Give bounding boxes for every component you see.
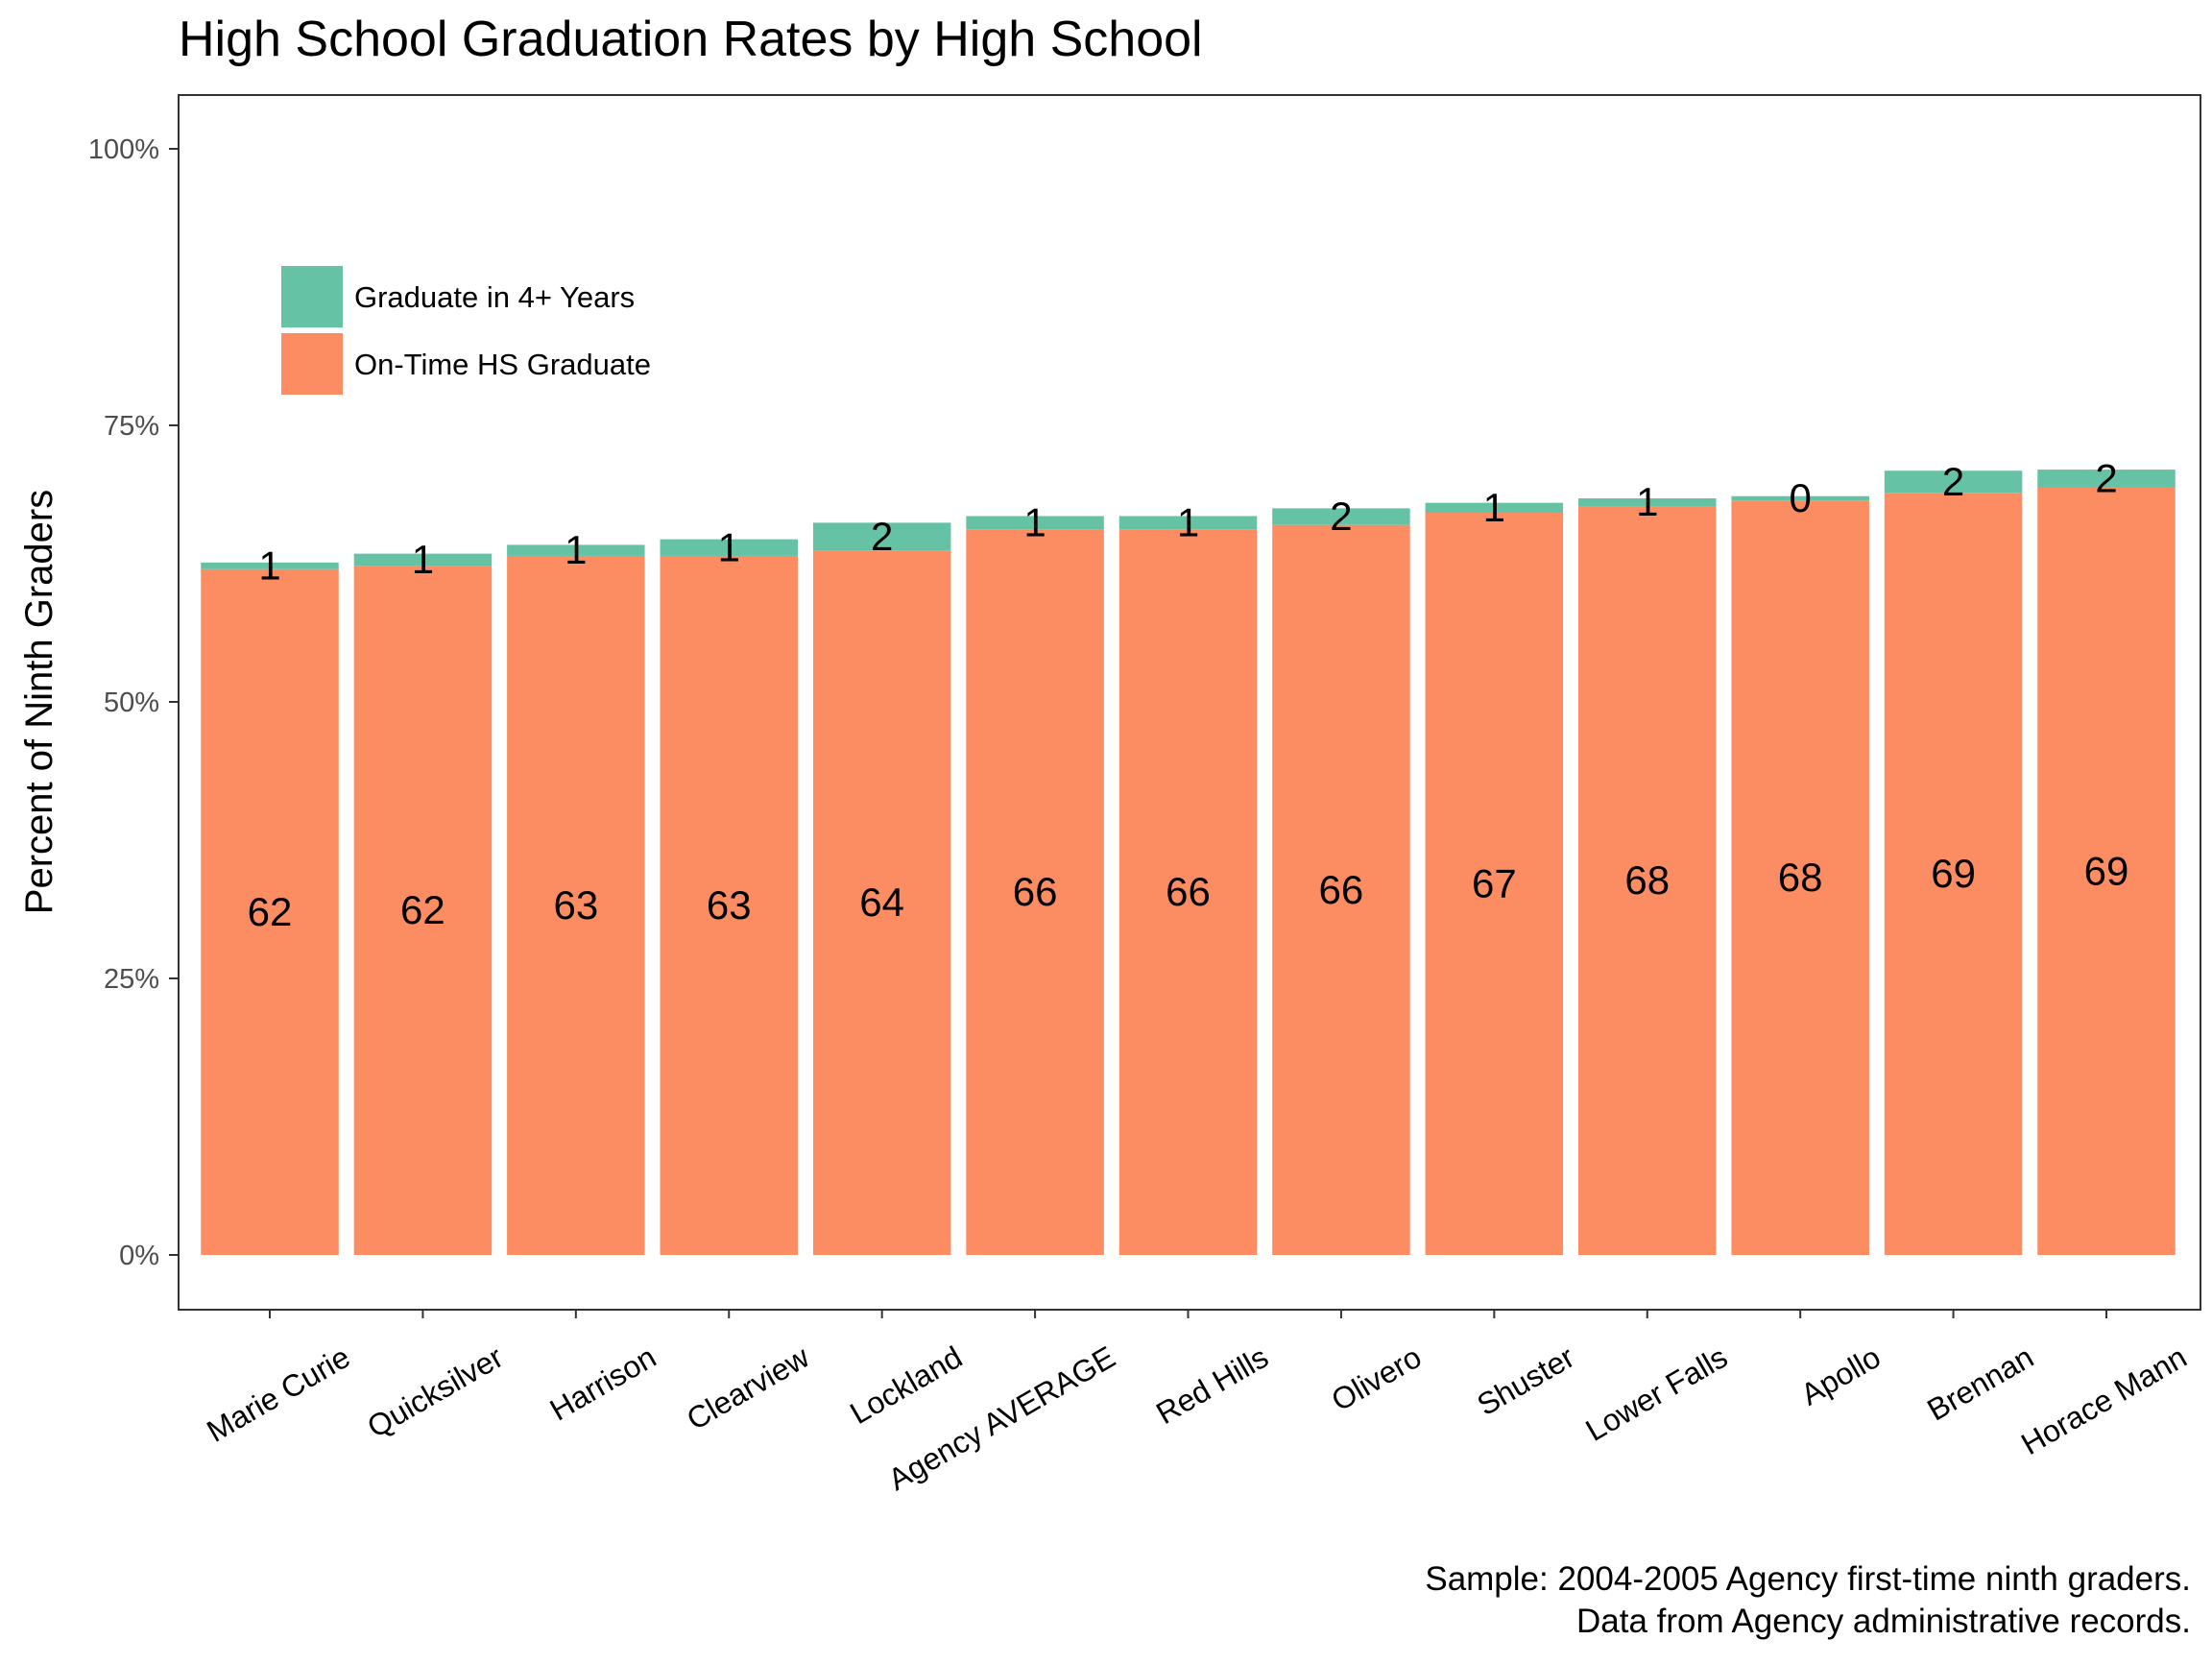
bar-on-time-lockland xyxy=(812,550,951,1255)
legend-label-on-time-hs-graduate: On-Time HS Graduate xyxy=(354,348,651,381)
data-label-4plus-years-horace-mann: 2 xyxy=(2095,455,2117,500)
data-label-4plus-years-brennan: 2 xyxy=(1942,459,1964,504)
caption-line-1: Sample: 2004-2005 Agency first-time nint… xyxy=(1425,1560,2191,1598)
x-tick-label-shuster: Shuster xyxy=(1471,1339,1580,1422)
x-tick-label-horace-mann: Horace Mann xyxy=(2015,1339,2192,1461)
y-tick-label-100: 100% xyxy=(88,134,159,165)
bar-4plus-years-harrison xyxy=(507,544,645,556)
bar-4plus-years-olivero xyxy=(1272,508,1410,525)
data-label-4plus-years-clearview: 1 xyxy=(718,524,740,569)
data-label-on-time-clearview: 63 xyxy=(707,882,752,928)
caption: Sample: 2004-2005 Agency first-time nint… xyxy=(1425,1560,2191,1640)
data-label-on-time-lower-falls: 68 xyxy=(1624,857,1670,903)
data-label-on-time-quicksilver: 62 xyxy=(400,887,445,932)
data-label-4plus-years-apollo: 0 xyxy=(1789,475,1811,520)
data-label-on-time-apollo: 68 xyxy=(1778,855,1823,900)
legend-key-graduate-in-4-years xyxy=(281,266,343,327)
bar-on-time-horace-mann xyxy=(2037,487,2176,1256)
bar-4plus-years-marie-curie xyxy=(201,562,339,569)
bar-on-time-lower-falls xyxy=(1578,506,1717,1255)
bar-4plus-years-brennan xyxy=(1884,470,2023,494)
legend-key-on-time-hs-graduate xyxy=(281,333,343,395)
bar-on-time-quicksilver xyxy=(353,566,493,1255)
data-label-4plus-years-harrison: 1 xyxy=(565,527,587,572)
bar-on-time-clearview xyxy=(660,555,798,1255)
data-label-4plus-years-agency-average: 1 xyxy=(1023,499,1046,544)
bar-4plus-years-lockland xyxy=(812,522,951,551)
x-tick-label-lockland: Lockland xyxy=(844,1339,968,1431)
x-axis: Marie Curie Quicksilver Harrison Clearview L… xyxy=(201,1310,2193,1497)
x-tick-label-olivero: Olivero xyxy=(1326,1339,1428,1418)
bar-labels-layer: 62 1 62 1 63 1 63 1 64 2 66 1 66 1 66 2 67 1 68 1 68 0 69 2 69 2 xyxy=(248,455,2129,934)
bar-on-time-olivero xyxy=(1272,524,1410,1255)
data-label-4plus-years-red-hills: 1 xyxy=(1177,499,1199,544)
bar-on-time-apollo xyxy=(1731,500,1869,1255)
x-tick-label-apollo: Apollo xyxy=(1795,1339,1887,1412)
bar-on-time-harrison xyxy=(507,555,645,1255)
data-label-4plus-years-lockland: 2 xyxy=(871,514,893,559)
x-tick-label-clearview: Clearview xyxy=(681,1338,815,1436)
data-label-on-time-marie-curie: 62 xyxy=(248,889,293,934)
data-label-4plus-years-quicksilver: 1 xyxy=(412,537,434,582)
data-label-on-time-shuster: 67 xyxy=(1472,861,1517,906)
bar-4plus-years-apollo xyxy=(1731,495,1869,501)
data-label-4plus-years-shuster: 1 xyxy=(1483,485,1505,530)
bar-4plus-years-quicksilver xyxy=(353,553,493,567)
y-tick-label-50: 50% xyxy=(104,687,159,718)
bar-4plus-years-agency-average xyxy=(966,516,1104,530)
data-label-on-time-horace-mann: 69 xyxy=(2084,848,2129,893)
bar-on-time-red-hills xyxy=(1118,529,1258,1255)
bar-4plus-years-horace-mann xyxy=(2037,470,2176,488)
data-label-on-time-agency-average: 66 xyxy=(1013,869,1058,914)
bars-layer xyxy=(201,470,2176,1256)
data-label-on-time-harrison: 63 xyxy=(553,882,598,928)
x-tick-label-harrison: Harrison xyxy=(544,1339,662,1428)
bar-4plus-years-clearview xyxy=(660,539,798,556)
data-label-on-time-olivero: 66 xyxy=(1319,867,1364,912)
bar-on-time-agency-average xyxy=(966,529,1104,1255)
y-tick-label-75: 75% xyxy=(104,411,159,442)
data-label-on-time-brennan: 69 xyxy=(1931,851,1976,896)
x-tick-label-lower-falls: Lower Falls xyxy=(1580,1339,1734,1448)
bar-on-time-shuster xyxy=(1425,513,1564,1255)
bar-4plus-years-lower-falls xyxy=(1578,498,1717,507)
data-label-4plus-years-marie-curie: 1 xyxy=(258,543,280,588)
data-label-4plus-years-lower-falls: 1 xyxy=(1636,479,1658,524)
legend: Graduate in 4+ Years On-Time HS Graduate xyxy=(281,266,651,395)
chart-title: High School Graduation Rates by High Sch… xyxy=(179,12,1203,67)
bar-4plus-years-shuster xyxy=(1425,502,1564,514)
y-axis-title: Percent of Ninth Graders xyxy=(18,490,60,914)
data-label-4plus-years-olivero: 2 xyxy=(1330,494,1352,539)
bar-4plus-years-red-hills xyxy=(1118,516,1258,530)
x-tick-label-red-hills: Red Hills xyxy=(1150,1339,1274,1431)
legend-label-graduate-in-4-years: Graduate in 4+ Years xyxy=(354,280,635,314)
y-tick-label-0: 0% xyxy=(119,1241,159,1271)
data-label-on-time-red-hills: 66 xyxy=(1166,869,1211,914)
y-tick-label-25: 25% xyxy=(104,964,159,995)
caption-line-2: Data from Agency administrative records. xyxy=(1576,1603,2191,1640)
x-tick-label-quicksilver: Quicksilver xyxy=(361,1339,509,1445)
data-label-on-time-lockland: 64 xyxy=(859,880,904,925)
x-tick-label-brennan: Brennan xyxy=(1921,1339,2039,1428)
bar-on-time-marie-curie xyxy=(201,568,339,1255)
bar-on-time-brennan xyxy=(1884,493,2023,1255)
y-axis: 0% 25% 50% 75% 100% xyxy=(88,134,179,1271)
x-tick-label-marie-curie: Marie Curie xyxy=(201,1339,355,1449)
